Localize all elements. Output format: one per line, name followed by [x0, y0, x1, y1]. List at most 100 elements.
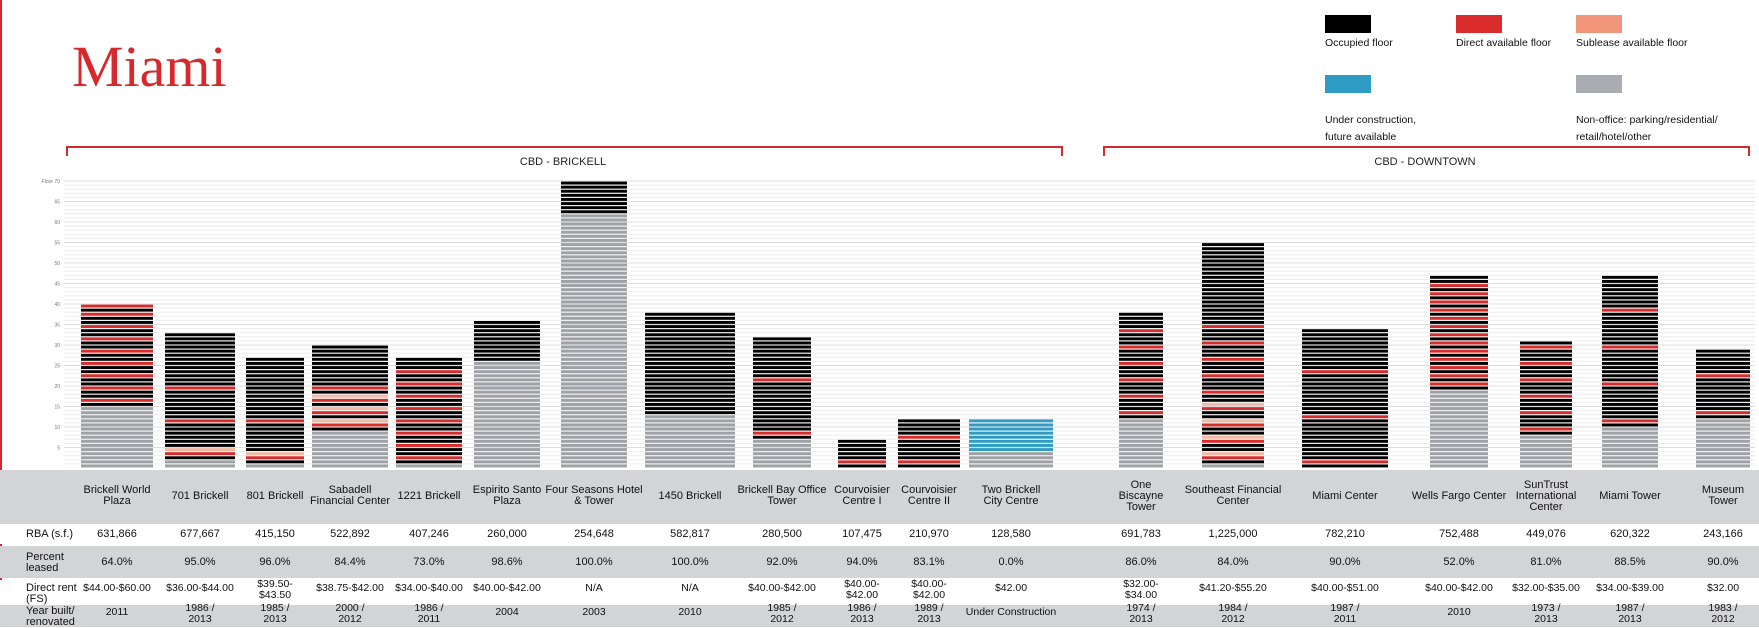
floor-occ-17 [1520, 370, 1572, 374]
floor-occ-15 [1302, 407, 1388, 410]
floor-occ-18 [1602, 321, 1658, 324]
floor-dir-16 [1430, 308, 1488, 312]
floor-non-19 [1696, 456, 1750, 460]
row-label-year-built: Year built/ renovated [26, 605, 75, 628]
floor-uc-12 [969, 444, 1053, 447]
table-header-band [0, 470, 1759, 524]
floor-occ-18 [1602, 292, 1658, 296]
floor-occ-13 [1119, 337, 1163, 341]
gridline [64, 348, 1755, 350]
floor-occ-15 [1302, 444, 1388, 447]
floor-occ-5 [396, 411, 462, 415]
floor-occ-7 [561, 189, 627, 193]
table-cell-rba: 582,817 [670, 528, 710, 540]
floor-occ-10 [838, 439, 886, 443]
floor-occ-18 [1602, 300, 1658, 304]
floor-non-7 [561, 255, 627, 259]
floor-occ-5 [396, 374, 462, 378]
floor-occ-6 [474, 345, 540, 349]
floor-occ-2 [165, 456, 235, 460]
floor-dir-4 [312, 386, 388, 390]
floor-dir-13 [1119, 394, 1163, 398]
table-cell-pct-leased: 98.6% [491, 556, 523, 568]
floor-dir-14 [1202, 456, 1264, 460]
floor-occ-9 [753, 353, 811, 357]
floor-occ-4 [312, 374, 388, 378]
floor-non-16 [1430, 460, 1488, 464]
floor-occ-18 [1602, 403, 1658, 406]
floor-non-6 [474, 382, 540, 386]
floor-occ-16 [1430, 386, 1488, 390]
floor-occ-6 [474, 353, 540, 357]
submarket-bracket-downtown [1103, 146, 1750, 156]
floor-non-7 [561, 452, 627, 456]
table-cell-pct-leased: 86.0% [1125, 556, 1157, 568]
floor-occ-8 [645, 370, 735, 374]
floor-occ-8 [645, 378, 735, 382]
floor-occ-18 [1602, 394, 1658, 398]
floor-non-9 [753, 460, 811, 464]
floor-occ-2 [165, 427, 235, 431]
floor-uc-12 [969, 448, 1053, 451]
floor-occ-11 [898, 419, 960, 423]
table-cell-pct-leased: 100.0% [575, 556, 613, 568]
legend-label-occupied: Occupied floor [1325, 37, 1393, 49]
floor-non-8 [645, 427, 735, 431]
floor-occ-3 [246, 460, 304, 464]
floor-sub-4 [312, 394, 388, 398]
floor-non-7 [561, 415, 627, 419]
table-cell-rba: 691,783 [1121, 528, 1161, 540]
floor-non-13 [1119, 444, 1163, 447]
floor-non-7 [561, 403, 627, 406]
floor-dir-14 [1202, 374, 1264, 378]
gridline [64, 266, 1755, 268]
floor-occ-2 [165, 423, 235, 427]
floor-non-1 [81, 423, 153, 427]
floor-occ-18 [1602, 316, 1658, 320]
floor-non-18 [1602, 456, 1658, 460]
floor-uc-12 [969, 439, 1053, 443]
floor-occ-2 [165, 435, 235, 439]
gridline [64, 324, 1755, 325]
table-cell-rent: $44.00-$60.00 [83, 582, 151, 594]
table-cell-name: SunTrust International Center [1515, 478, 1577, 513]
gridline [64, 278, 1755, 280]
gridline [64, 406, 1755, 407]
floor-occ-9 [753, 394, 811, 398]
floor-non-17 [1520, 439, 1572, 443]
table-cell-name: Museum Tower [1701, 484, 1745, 507]
table-row-year-built [0, 605, 1759, 627]
floor-non-19 [1696, 423, 1750, 427]
floor-dir-18 [1602, 308, 1658, 312]
floor-occ-6 [474, 341, 540, 345]
floor-occ-9 [753, 366, 811, 369]
floor-non-8 [645, 456, 735, 460]
floor-dir-1 [81, 337, 153, 341]
table-cell-rba: 407,246 [409, 528, 449, 540]
floor-occ-13 [1119, 349, 1163, 353]
floor-occ-10 [838, 452, 886, 456]
floor-non-18 [1602, 427, 1658, 431]
floor-occ-14 [1202, 370, 1264, 374]
gridline [64, 397, 1755, 399]
floor-occ-15 [1302, 439, 1388, 443]
table-cell-name: Southeast Financial Center [1184, 484, 1282, 507]
gridline [64, 340, 1755, 342]
gridline [64, 209, 1755, 211]
floor-non-7 [561, 300, 627, 304]
floor-dir-15 [1302, 415, 1388, 419]
floor-occ-2 [165, 345, 235, 349]
legend-item-occupied: Occupied floor [1325, 15, 1393, 52]
floor-occ-3 [246, 444, 304, 447]
floor-occ-17 [1520, 407, 1572, 410]
floor-occ-3 [246, 435, 304, 439]
floor-dir-16 [1430, 300, 1488, 304]
floor-occ-3 [246, 362, 304, 365]
floor-sub-14 [1202, 452, 1264, 456]
floor-occ-18 [1602, 374, 1658, 378]
floor-dir-13 [1119, 345, 1163, 349]
floor-dir-17 [1520, 411, 1572, 415]
floor-occ-14 [1202, 267, 1264, 271]
floor-occ-17 [1520, 366, 1572, 369]
floor-occ-14 [1202, 247, 1264, 251]
